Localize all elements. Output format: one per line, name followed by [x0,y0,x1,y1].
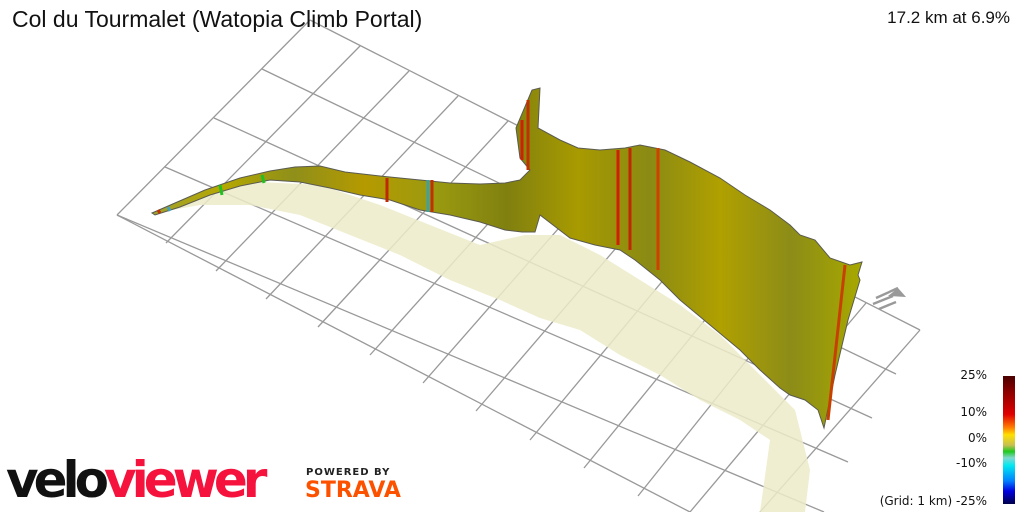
north-arrow-icon [872,286,906,311]
logo-viewer: viewer [104,451,267,509]
climb-summary: 17.2 km at 6.9% [887,8,1010,27]
veloviewer-logo[interactable]: veloviewer [6,451,267,509]
gradient-stripes [156,100,847,421]
profile-wall [150,87,863,430]
powered-by-label: POWERED BY [306,467,391,478]
profile-shadow [150,182,810,512]
legend-tick-0: 0% [967,431,987,445]
page-title: Col du Tourmalet (Watopia Climb Portal) [12,6,423,32]
strava-logo[interactable]: STRAVA [305,478,401,503]
gradient-colorbar [1003,376,1015,504]
legend-tick-10: 10% [960,405,987,419]
gradient-legend: 25% 10% 0% -10% (Grid: 1 km) -25% [880,368,1015,510]
legend-tick-max: 25% [960,368,987,382]
legend-tick-minus10: -10% [955,456,987,470]
logo-velo: velo [6,451,109,509]
legend-tick-min-grid: (Grid: 1 km) -25% [879,494,987,508]
